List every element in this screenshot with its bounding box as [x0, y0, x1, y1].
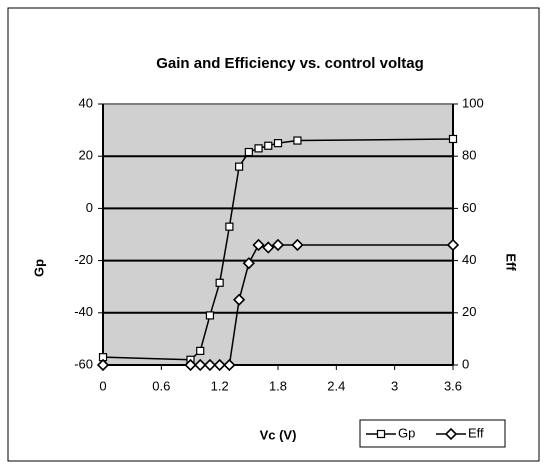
x-tick-label: 0: [99, 378, 106, 393]
y2-tick-label: 100: [462, 95, 484, 110]
marker: [293, 136, 302, 145]
marker: [448, 134, 458, 144]
marker: [244, 147, 253, 157]
marker: [264, 141, 273, 150]
marker: [271, 238, 285, 252]
marker: [194, 358, 207, 372]
y-axis-label: Gp: [31, 259, 46, 277]
marker: [273, 139, 283, 148]
y2-tick-label: 20: [462, 304, 476, 319]
marker: [232, 293, 246, 306]
marker: [184, 358, 197, 372]
x-tick-label: 3.6: [444, 378, 462, 393]
y2-tick-label: 40: [462, 252, 476, 267]
x-axis-label: Vc (V): [260, 427, 297, 442]
marker: [254, 144, 263, 153]
marker: [225, 222, 234, 231]
y2-tick-label: 80: [462, 148, 476, 163]
chart-title: Gain and Efficiency vs. control voltag: [156, 55, 424, 72]
legend-marker: [444, 427, 458, 441]
marker: [223, 358, 236, 372]
y-tick-label: -40: [74, 304, 93, 319]
y-tick-label: 40: [79, 95, 93, 110]
x-tick-label: 0.6: [152, 378, 170, 393]
x-tick-label: 1.2: [211, 378, 229, 393]
y2-tick-label: 60: [462, 200, 476, 215]
y-tick-label: -20: [74, 252, 93, 267]
marker: [235, 162, 244, 171]
plot-area: [103, 104, 453, 365]
y-tick-label: 20: [79, 148, 93, 163]
x-tick-label: 1.8: [269, 378, 287, 393]
marker: [262, 241, 275, 254]
x-tick-label: 2.4: [327, 378, 345, 393]
legend-label: Eff: [468, 425, 484, 440]
marker: [196, 346, 205, 356]
marker: [446, 238, 460, 252]
y-tick-label: 0: [86, 200, 93, 215]
marker: [291, 238, 304, 252]
legend-marker: [376, 429, 386, 439]
marker: [205, 311, 215, 320]
y2-tick-label: 0: [462, 356, 469, 371]
x-tick-label: 3: [391, 378, 398, 393]
marker: [203, 358, 217, 372]
y-tick-label: -60: [74, 356, 93, 371]
marker: [213, 358, 226, 372]
marker: [96, 358, 110, 372]
y2-axis-label: Eff: [504, 253, 519, 271]
legend-label: Gp: [398, 425, 415, 440]
marker: [215, 278, 224, 287]
marker: [252, 238, 265, 252]
legend: Gp Eff: [359, 419, 506, 448]
marker: [242, 257, 255, 270]
